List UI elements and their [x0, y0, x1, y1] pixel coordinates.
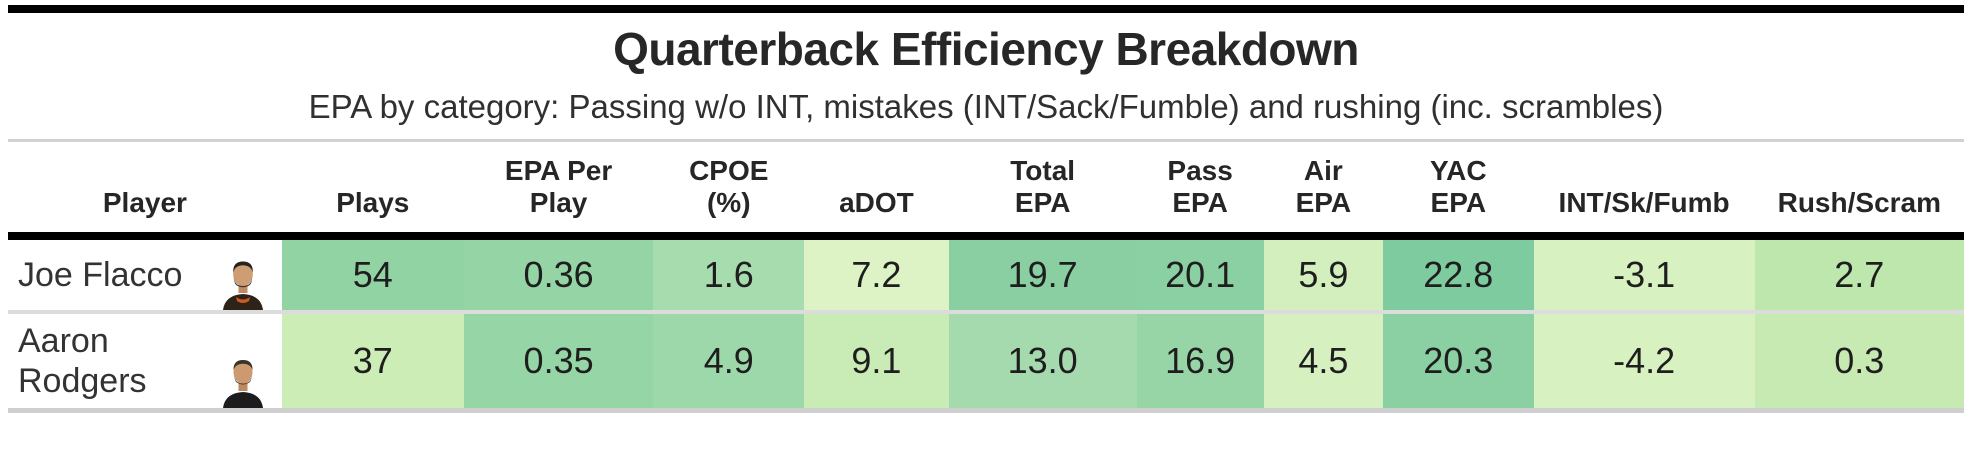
subtitle-divider	[8, 139, 1964, 142]
top-black-bar	[8, 5, 1964, 13]
player-name: Joe Flacco	[18, 255, 183, 294]
player-name: Aaron Rodgers	[18, 321, 147, 400]
table-header-row: Player Plays EPA Per Play CPOE (%) aDOT …	[8, 142, 1964, 240]
col-header-plays: Plays	[281, 142, 464, 240]
col-header-pass-epa: Pass EPA	[1136, 142, 1264, 240]
col-header-epa-per-play: EPA Per Play	[463, 142, 654, 240]
stat-pass-epa: 16.9	[1136, 312, 1264, 413]
stat-total-epa: 13.0	[948, 312, 1137, 413]
aaron-rodgers-headshot	[216, 354, 270, 408]
col-header-cpoe: CPOE (%)	[653, 142, 805, 240]
stat-yac-epa: 22.8	[1383, 236, 1534, 314]
player-cell: Aaron Rodgers	[8, 312, 282, 413]
stat-air-epa: 4.5	[1263, 312, 1383, 413]
stat-int-sk-fumb: -3.1	[1533, 236, 1755, 314]
player-cell: Joe Flacco	[8, 236, 282, 314]
col-header-int-sk-fumb: INT/Sk/Fumb	[1533, 142, 1755, 240]
stat-cpoe: 1.6	[653, 236, 805, 314]
stat-total-epa: 19.7	[948, 236, 1137, 314]
col-header-air-epa: Air EPA	[1263, 142, 1383, 240]
stat-epa-per-play: 0.36	[463, 236, 654, 314]
stat-rush-scram: 2.7	[1754, 236, 1964, 314]
page-title: Quarterback Efficiency Breakdown	[613, 23, 1359, 75]
stat-cpoe: 4.9	[653, 312, 805, 413]
stat-plays: 37	[281, 312, 464, 413]
table-row-aaron-rodgers: Aaron Rodgers 37 0.35	[8, 312, 1964, 413]
col-header-total-epa: Total EPA	[948, 142, 1137, 240]
stat-adot: 9.1	[804, 312, 949, 413]
joe-flacco-headshot	[216, 256, 270, 310]
stat-int-sk-fumb: -4.2	[1533, 312, 1755, 413]
table-row-joe-flacco: Joe Flacco 54	[8, 236, 1964, 314]
col-header-rush-scram: Rush/Scram	[1754, 142, 1964, 240]
stat-rush-scram: 0.3	[1754, 312, 1964, 413]
stats-table: Player Plays EPA Per Play CPOE (%) aDOT …	[8, 142, 1964, 413]
col-header-yac-epa: YAC EPA	[1383, 142, 1534, 240]
stat-air-epa: 5.9	[1263, 236, 1383, 314]
col-header-player: Player	[8, 142, 282, 240]
stat-epa-per-play: 0.35	[463, 312, 654, 413]
stat-pass-epa: 20.1	[1136, 236, 1264, 314]
stat-plays: 54	[281, 236, 464, 314]
stat-yac-epa: 20.3	[1383, 312, 1534, 413]
stat-adot: 7.2	[804, 236, 949, 314]
page-subtitle: EPA by category: Passing w/o INT, mistak…	[308, 88, 1664, 125]
col-header-adot: aDOT	[804, 142, 949, 240]
